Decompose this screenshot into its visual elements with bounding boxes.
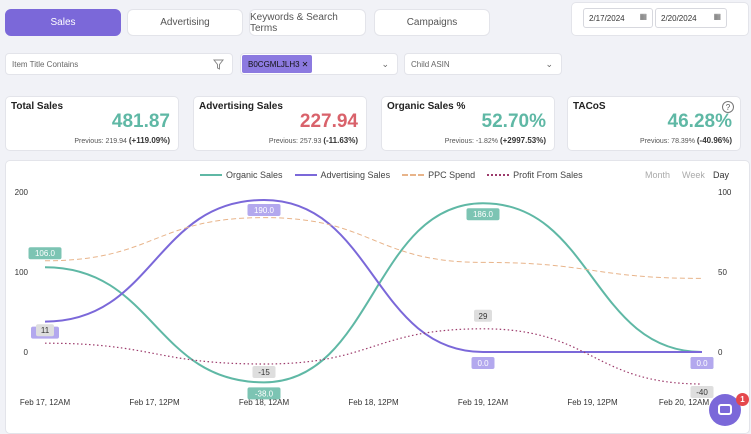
chat-icon (718, 404, 732, 415)
card-title: Advertising Sales (199, 101, 283, 112)
legend-advertising-sales[interactable]: Advertising Sales (294, 170, 390, 180)
legend-swatch (294, 174, 317, 176)
data-label-bg (471, 357, 495, 369)
data-label-bg (690, 386, 714, 398)
item-title-filter[interactable]: Item Title Contains (5, 53, 233, 75)
end-date-input[interactable]: 2/20/2024 ▦ (655, 8, 727, 28)
data-label: 190.0 (254, 206, 275, 215)
data-label-bg (36, 324, 54, 337)
data-label: 106.0 (35, 249, 56, 258)
tacos-card: TACoS ? 46.28% Previous: 78.39% (-40.96%… (567, 96, 741, 151)
legend-profit-from-sales[interactable]: Profit From Sales (487, 170, 583, 180)
data-label: 0.0 (696, 359, 708, 368)
y-tick-label-right: 50 (718, 268, 727, 277)
chevron-down-icon[interactable]: ⌄ (545, 59, 553, 69)
series-line-profit-from-sales (44, 328, 703, 385)
legend-swatch (402, 174, 425, 176)
card-value: 46.28% (667, 111, 732, 132)
total-sales-card: Total Sales 481.87 Previous: 219.94 (+11… (5, 96, 179, 151)
legend-swatch (200, 174, 222, 176)
chart-legend: Organic Sales Advertising Sales PPC Spen… (200, 170, 583, 180)
card-previous: Previous: 78.39% (-40.96%) (640, 136, 732, 145)
card-title: Total Sales (11, 101, 64, 112)
card-value: 481.87 (111, 111, 170, 132)
card-previous: Previous: 257.93 (-11.63%) (268, 136, 358, 145)
data-label: 29 (479, 312, 488, 321)
data-label: 0.0 (477, 359, 489, 368)
start-date-value: 2/17/2024 (589, 13, 625, 23)
series-line-advertising-sales (44, 198, 702, 354)
data-label-bg (466, 208, 500, 221)
data-label: 186.0 (473, 210, 494, 219)
chat-button[interactable] (709, 394, 741, 426)
data-label: -40 (696, 388, 708, 397)
y-tick-label-left: 0 (24, 348, 29, 357)
range-day-button[interactable]: Day (713, 170, 730, 180)
x-tick-label: Feb 18, 12AM (239, 398, 290, 407)
data-label: -38.0 (255, 389, 274, 398)
child-asin-select[interactable]: Child ASIN ⌄ (404, 53, 562, 75)
tab-keywords-search-terms[interactable]: Keywords & Search Terms (249, 9, 366, 36)
filter-icon (213, 59, 224, 70)
child-asin-placeholder: Child ASIN (411, 59, 450, 69)
asin-chip: B0CGMLJLH3 ✕ (242, 55, 312, 73)
card-title: Organic Sales % (387, 101, 466, 112)
series-line-organic-sales (44, 202, 703, 384)
help-icon[interactable]: ? (722, 101, 734, 113)
card-previous: Previous: 219.94 (+119.09%) (74, 136, 170, 145)
x-tick-label: Feb 18, 12PM (348, 398, 399, 407)
end-date-value: 2/20/2024 (661, 13, 697, 23)
x-tick-label: Feb 19, 12PM (567, 398, 618, 407)
asin-chip-label: B0CGMLJLH3 (248, 59, 300, 69)
organic-sales-pct-card: Organic Sales % 52.70% Previous: -1.82% … (381, 96, 555, 151)
start-date-input[interactable]: 2/17/2024 ▦ (583, 8, 653, 28)
card-value: 227.94 (299, 111, 358, 132)
range-month-button[interactable]: Month (645, 170, 671, 180)
x-tick-label: Feb 19, 12AM (458, 398, 509, 407)
item-title-placeholder: Item Title Contains (12, 59, 79, 69)
sales-chart-panel (5, 160, 750, 434)
y-tick-label-left: 200 (15, 188, 29, 197)
y-tick-label-left: 100 (15, 268, 29, 277)
chevron-down-icon[interactable]: ⌄ (381, 59, 389, 69)
tab-advertising[interactable]: Advertising (127, 9, 243, 36)
data-label-bg (474, 309, 492, 322)
date-range-picker: 2/17/2024 ▦ 2/20/2024 ▦ (571, 2, 749, 36)
close-icon[interactable]: ✕ (301, 59, 309, 69)
data-label-bg (247, 204, 281, 216)
calendar-icon[interactable]: ▦ (639, 12, 647, 21)
data-label: -15 (258, 368, 270, 377)
card-title: TACoS (573, 101, 606, 112)
y-tick-label-right: 0 (718, 348, 723, 357)
x-tick-label: Feb 20, 12AM (659, 398, 710, 407)
x-tick-label: Feb 17, 12AM (20, 398, 71, 407)
data-label-bg (252, 366, 276, 378)
tab-sales[interactable]: Sales (5, 9, 121, 36)
data-label-bg (247, 387, 281, 400)
notification-badge: 1 (736, 393, 749, 406)
tab-campaigns[interactable]: Campaigns (374, 9, 490, 36)
advertising-sales-card: Advertising Sales 227.94 Previous: 257.9… (193, 96, 367, 151)
card-previous: Previous: -1.82% (+2997.53%) (444, 136, 546, 145)
series-line-ppc-spend (44, 217, 703, 279)
y-tick-label-right: 100 (718, 188, 732, 197)
data-label-bg (690, 357, 714, 369)
data-label: 11 (41, 326, 50, 335)
card-value: 52.70% (481, 111, 546, 132)
legend-ppc-spend[interactable]: PPC Spend (402, 170, 475, 180)
data-label-bg (28, 247, 62, 260)
range-week-button[interactable]: Week (682, 170, 705, 180)
legend-organic-sales[interactable]: Organic Sales (200, 170, 283, 180)
legend-swatch (487, 174, 510, 176)
calendar-icon[interactable]: ▦ (713, 12, 721, 21)
x-tick-label: Feb 17, 12PM (129, 398, 180, 407)
